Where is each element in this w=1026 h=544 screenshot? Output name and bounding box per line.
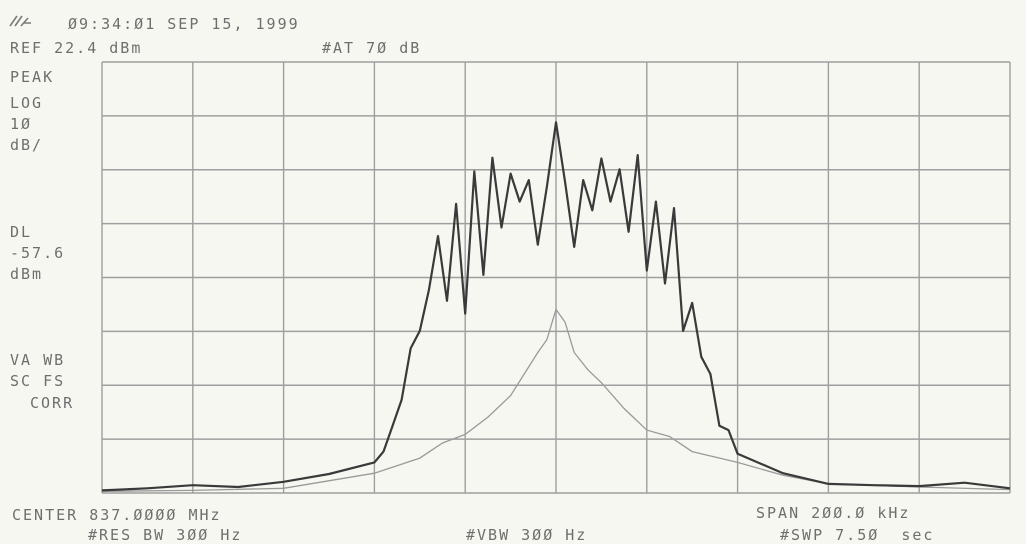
trace-b-line [101,307,1011,492]
ref-level: REF 22.4 dBm [10,39,143,57]
sc-fs-indicator: SC FS [10,372,66,390]
center-frequency: CENTER 837.ØØØØ MHz [12,506,222,524]
graticule [101,61,1011,494]
display-line-value: -57.6 [10,244,66,262]
scale-value: 1Ø [10,115,33,133]
hp-logo-icon [9,15,31,27]
scale-unit: dB/ [10,136,44,154]
span: SPAN 2ØØ.Ø kHz [756,504,911,522]
resolution-bandwidth: #RES BW 3ØØ Hz [88,526,243,544]
va-wb-indicator: VA WB [10,351,66,369]
trace-a-line [101,121,1011,492]
display-line-unit: dBm [10,265,44,283]
attenuation: #AT 7Ø dB [322,39,422,57]
corr-indicator: CORR [30,394,75,412]
sweep-time: #SWP 7.5Ø sec [780,526,935,544]
detector-mode: PEAK [10,68,55,86]
timestamp: Ø9:34:Ø1 SEP 15, 1999 [68,15,300,33]
scale-mode: LOG [10,94,44,112]
video-bandwidth: #VBW 3ØØ Hz [466,526,588,544]
display-line-label: DL [10,223,33,241]
